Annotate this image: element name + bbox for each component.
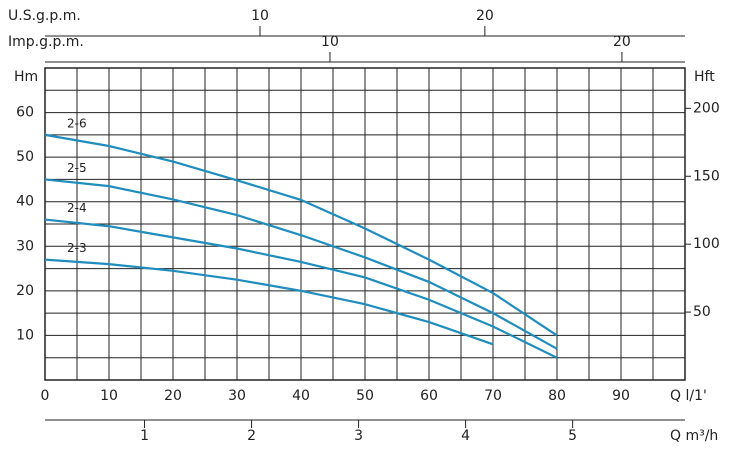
plot-frame bbox=[44, 67, 686, 381]
curve bbox=[44, 178, 558, 350]
tick-label: 2 bbox=[247, 428, 256, 444]
tick-label: 20 bbox=[476, 8, 494, 24]
y-axis-label: Hm bbox=[14, 69, 38, 85]
y-tick-label: 50 bbox=[16, 149, 34, 165]
curve bbox=[44, 258, 494, 346]
y-tick-label: 60 bbox=[16, 105, 34, 121]
series-label: 2-4 bbox=[67, 201, 87, 215]
y2-tick-label: 100 bbox=[693, 236, 720, 252]
tick-label: 5 bbox=[568, 428, 577, 444]
x-tick-label: 80 bbox=[548, 388, 566, 404]
tick-label: 1 bbox=[140, 428, 149, 444]
tick-label: 20 bbox=[613, 34, 631, 50]
tick-label: 10 bbox=[321, 34, 339, 50]
x-tick-label: 50 bbox=[356, 388, 374, 404]
x-tick-label: 90 bbox=[612, 388, 630, 404]
y2-tick-label: 200 bbox=[693, 100, 720, 116]
tick-label: 4 bbox=[461, 428, 470, 444]
x-tick-label: 40 bbox=[292, 388, 310, 404]
axis-label: U.S.g.p.m. bbox=[8, 8, 81, 24]
y2-tick-label: 50 bbox=[693, 304, 711, 320]
x-tick-label: 30 bbox=[228, 388, 246, 404]
x-tick-label: 20 bbox=[164, 388, 182, 404]
x-tick-label: 10 bbox=[100, 388, 118, 404]
series-label: 2-5 bbox=[67, 161, 87, 175]
tick-label: 10 bbox=[251, 8, 269, 24]
series-label: 2-6 bbox=[67, 116, 87, 130]
tick-label: 3 bbox=[354, 428, 363, 444]
curve bbox=[44, 133, 558, 337]
axis-label: Imp.g.p.m. bbox=[8, 34, 84, 50]
axis-label: Q m³/h bbox=[670, 428, 718, 444]
y2-axis-label: Hft bbox=[694, 69, 715, 85]
y-tick-label: 30 bbox=[16, 238, 34, 254]
x-tick-label: 70 bbox=[484, 388, 502, 404]
y-tick-label: 40 bbox=[16, 194, 34, 210]
x-tick-label: 0 bbox=[41, 388, 50, 404]
series-label: 2-3 bbox=[67, 241, 87, 255]
x-tick-label: 60 bbox=[420, 388, 438, 404]
y-tick-label: 10 bbox=[16, 327, 34, 343]
y2-tick-label: 150 bbox=[693, 168, 720, 184]
y-tick-label: 20 bbox=[16, 283, 34, 299]
x-axis-label: Q l/1' bbox=[670, 388, 707, 404]
curve bbox=[44, 218, 558, 359]
